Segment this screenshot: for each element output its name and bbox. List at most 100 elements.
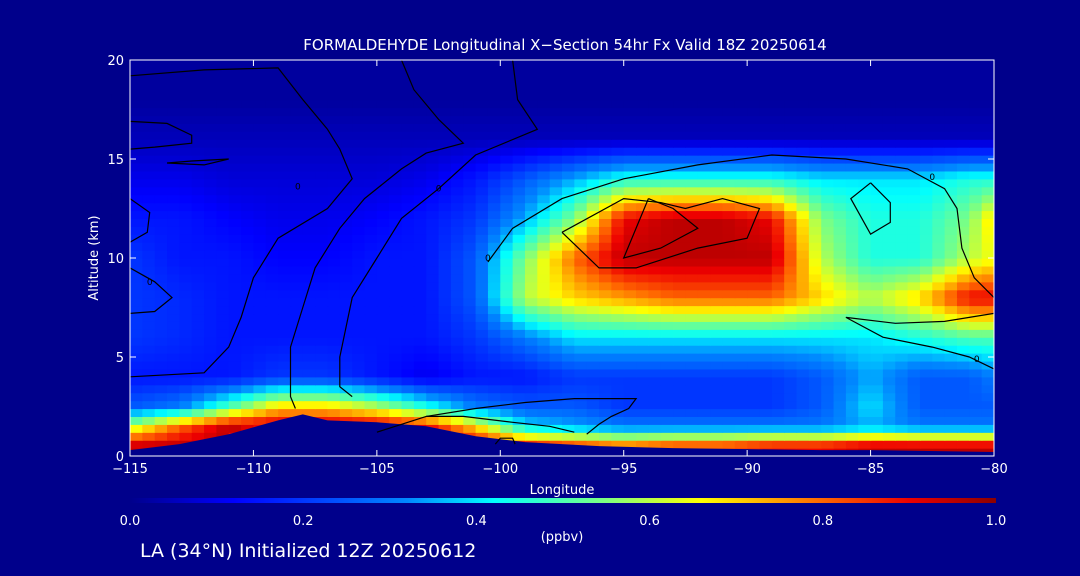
heatmap-cell (710, 131, 724, 140)
heatmap-cell (487, 368, 501, 378)
heatmap-cell (956, 440, 970, 449)
heatmap-cell (438, 329, 452, 338)
heatmap-cell (697, 99, 711, 109)
heatmap-cell (216, 424, 230, 433)
heatmap-cell (278, 360, 292, 370)
heatmap-cell (611, 67, 625, 77)
heatmap-cell (821, 91, 835, 101)
heatmap-cell (895, 321, 909, 330)
heatmap-cell (710, 202, 724, 212)
heatmap-cell (858, 147, 872, 156)
heatmap-cell (463, 281, 477, 291)
heatmap-cell (919, 83, 933, 93)
heatmap-cell (204, 265, 217, 275)
heatmap-cell (537, 305, 551, 315)
heatmap-cell (599, 155, 612, 164)
heatmap-cell (413, 210, 427, 219)
heatmap-cell (821, 202, 835, 212)
heatmap-cell (265, 321, 279, 330)
colorbar-tick-label: 1.0 (986, 514, 1007, 529)
heatmap-cell (450, 194, 464, 204)
heatmap-cell (167, 91, 180, 101)
heatmap-cell (648, 321, 662, 330)
heatmap-cell (154, 210, 168, 219)
heatmap-cell (636, 321, 649, 330)
heatmap-cell (401, 194, 415, 204)
heatmap-cell (253, 273, 267, 283)
heatmap-cell (191, 162, 205, 172)
heatmap-cell (204, 337, 217, 346)
heatmap-cell (821, 440, 835, 449)
heatmap-cell (586, 384, 600, 394)
heatmap-cell (278, 234, 292, 243)
heatmap-cell (265, 131, 279, 140)
heatmap-cell (278, 115, 292, 124)
heatmap-cell (697, 210, 711, 219)
heatmap-cell (808, 313, 822, 322)
heatmap-cell (426, 321, 440, 330)
heatmap-cell (253, 194, 267, 204)
heatmap-cell (759, 258, 773, 267)
heatmap-cell (339, 234, 353, 243)
heatmap-cell (154, 281, 168, 291)
heatmap-cell (771, 440, 785, 449)
heatmap-cell (142, 194, 156, 204)
heatmap-cell (191, 107, 205, 117)
heatmap-cell (821, 210, 835, 219)
heatmap-cell (537, 416, 551, 425)
heatmap-cell (932, 186, 946, 196)
heatmap-cell (426, 376, 440, 386)
heatmap-cell (524, 60, 538, 69)
heatmap-cell (401, 313, 415, 322)
heatmap-cell (895, 297, 909, 307)
heatmap-cell (956, 218, 970, 227)
heatmap-cell (734, 186, 748, 196)
heatmap-cell (623, 60, 637, 69)
heatmap-cell (845, 273, 859, 283)
heatmap-cell (364, 67, 378, 77)
heatmap-cell (130, 170, 143, 180)
heatmap-cell (956, 99, 970, 109)
heatmap-cell (413, 91, 427, 101)
heatmap-cell (858, 242, 872, 251)
heatmap-cell (574, 83, 588, 93)
heatmap-cell (389, 408, 403, 417)
heatmap-cell (389, 242, 403, 251)
heatmap-cell (179, 313, 193, 322)
heatmap-cell (253, 360, 267, 370)
heatmap-cell (932, 170, 946, 180)
heatmap-cell (722, 337, 736, 346)
heatmap-cell (956, 281, 970, 291)
heatmap-cell (586, 392, 600, 402)
heatmap-cell (660, 424, 674, 433)
heatmap-cell (870, 337, 884, 346)
heatmap-cell (845, 345, 859, 354)
heatmap-cell (265, 162, 279, 172)
heatmap-cell (401, 392, 415, 402)
heatmap-cell (759, 218, 773, 227)
heatmap-cell (747, 297, 761, 307)
heatmap-cell (808, 115, 822, 124)
heatmap-cell (808, 83, 822, 93)
heatmap-cell (401, 242, 415, 251)
heatmap-cell (784, 155, 798, 164)
heatmap-cell (981, 162, 994, 172)
heatmap-cell (623, 75, 637, 85)
heatmap-cell (278, 60, 292, 69)
heatmap-cell (204, 75, 217, 85)
heatmap-cell (685, 131, 699, 140)
heatmap-cell (648, 178, 662, 188)
heatmap-cell (833, 440, 847, 449)
heatmap-cell (426, 202, 440, 212)
heatmap-cell (512, 353, 526, 362)
heatmap-cell (673, 67, 687, 77)
heatmap-cell (771, 226, 785, 235)
heatmap-cell (475, 392, 489, 402)
heatmap-cell (611, 321, 625, 330)
heatmap-cell (796, 265, 810, 275)
heatmap-cell (648, 273, 662, 283)
heatmap-cell (586, 353, 600, 362)
heatmap-cell (562, 147, 575, 156)
heatmap-cell (907, 107, 921, 117)
heatmap-cell (413, 281, 427, 291)
